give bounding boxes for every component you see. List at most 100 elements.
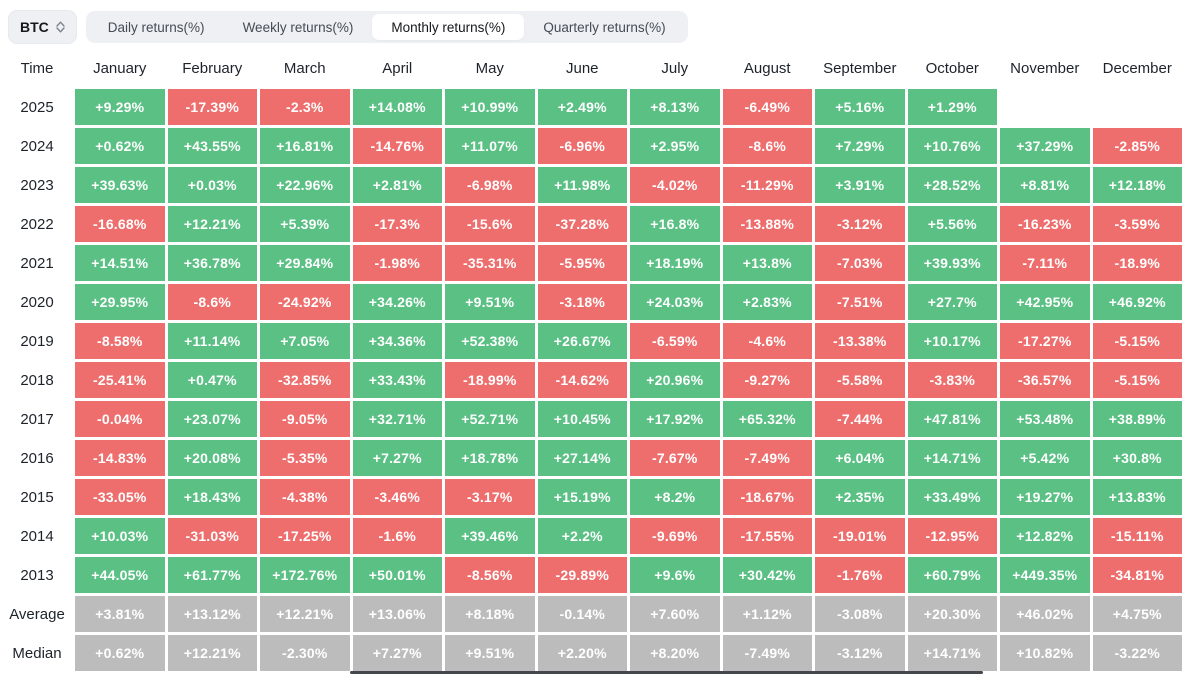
return-cell (1000, 89, 1090, 125)
return-cell: -7.03% (815, 245, 905, 281)
return-cell: -9.27% (722, 362, 812, 398)
return-cell: -12.95% (907, 518, 997, 554)
return-cell: +0.62% (75, 128, 165, 164)
return-cell: -0.14% (537, 596, 627, 632)
return-cell: +26.67% (537, 323, 627, 359)
return-cell: +39.46% (445, 518, 535, 554)
return-cell: +12.18% (1092, 167, 1182, 203)
return-cell: +60.79% (907, 557, 997, 593)
return-cell: -32.85% (260, 362, 350, 398)
return-cell: -13.88% (722, 206, 812, 242)
return-cell: -13.38% (815, 323, 905, 359)
return-cell: +7.27% (352, 440, 442, 476)
return-cell: +11.14% (167, 323, 257, 359)
return-cell: +53.48% (1000, 401, 1090, 437)
return-cell: +13.8% (722, 245, 812, 281)
return-cell: +13.06% (352, 596, 442, 632)
return-cell: +50.01% (352, 557, 442, 593)
return-cell: -7.44% (815, 401, 905, 437)
return-cell: +17.92% (630, 401, 720, 437)
return-cell: -4.02% (630, 167, 720, 203)
return-cell: -1.76% (815, 557, 905, 593)
return-cell: +47.81% (907, 401, 997, 437)
return-cell: +20.96% (630, 362, 720, 398)
return-cell: +12.21% (167, 206, 257, 242)
table-row-2013: 2013 +44.05% +61.77% +172.76% +50.01% -8.56% -… (2, 557, 1182, 593)
tab-weekly-returns[interactable]: Weekly returns(%) (242, 19, 354, 35)
return-cell: -16.68% (75, 206, 165, 242)
updown-chevrons-icon (56, 21, 65, 33)
return-cell: +8.2% (630, 479, 720, 515)
table-row-2021: 2021 +14.51% +36.78% +29.84% -1.98% -35.31% -5… (2, 245, 1182, 281)
tab-daily-returns[interactable]: Daily returns(%) (107, 19, 205, 35)
return-cell: +1.29% (907, 89, 997, 125)
return-cell: -1.98% (352, 245, 442, 281)
tab-monthly-returns[interactable]: Monthly returns(%) (372, 14, 525, 40)
return-cell (1093, 89, 1183, 125)
symbol-select[interactable]: BTC (8, 10, 77, 44)
return-cell: +8.18% (445, 596, 535, 632)
row-label: 2020 (20, 293, 54, 311)
return-cell: +10.17% (907, 323, 997, 359)
return-cell: -17.3% (352, 206, 442, 242)
return-cell: +44.05% (75, 557, 165, 593)
return-cell: +6.04% (815, 440, 905, 476)
row-label: 2018 (20, 371, 54, 389)
return-cell: -3.12% (815, 206, 905, 242)
return-cell: +9.51% (445, 284, 535, 320)
return-cell: +24.03% (630, 284, 720, 320)
return-cell: +5.16% (815, 89, 905, 125)
return-cell: -4.6% (722, 323, 812, 359)
return-cell: +30.42% (722, 557, 812, 593)
return-cell: -15.11% (1092, 518, 1182, 554)
table-row-2019: 2019 -8.58% +11.14% +7.05% +34.36% +52.38% +26… (2, 323, 1182, 359)
return-cell: +449.35% (1000, 557, 1090, 593)
return-cell: -3.12% (815, 635, 905, 671)
return-cell: -18.9% (1092, 245, 1182, 281)
table-row-2014: 2014 +10.03% -31.03% -17.25% -1.6% +39.46% +2.… (2, 518, 1182, 554)
return-cell: +5.56% (907, 206, 997, 242)
return-cell: -18.99% (445, 362, 535, 398)
return-cell: +2.20% (537, 635, 627, 671)
return-cell: +172.76% (260, 557, 350, 593)
table-header-row: Time January February March April May June Jul… (2, 51, 1182, 85)
return-cell: +19.27% (1000, 479, 1090, 515)
return-cell: -7.11% (1000, 245, 1090, 281)
row-label: 2025 (20, 98, 54, 116)
horizontal-scrollbar-thumb[interactable] (350, 671, 983, 674)
return-cell: -3.46% (352, 479, 442, 515)
time-column-header: Time (20, 59, 54, 77)
return-cell: +3.81% (75, 596, 165, 632)
table-row-2022: 2022 -16.68% +12.21% +5.39% -17.3% -15.6% -37.… (2, 206, 1182, 242)
return-cell: -7.49% (722, 635, 812, 671)
return-cell: -8.6% (722, 128, 812, 164)
return-cell: +32.71% (352, 401, 442, 437)
table-row-median: Median +0.62% +12.21% -2.30% +7.27% +9.51% +2.… (2, 635, 1182, 671)
return-cell: -29.89% (537, 557, 627, 593)
return-cell: +20.08% (167, 440, 257, 476)
return-cell: +13.12% (167, 596, 257, 632)
toolbar: BTC Daily returns(%) Weekly returns(%) Mon… (0, 0, 1200, 44)
return-cell: -15.6% (445, 206, 535, 242)
return-cell: -6.49% (722, 89, 812, 125)
return-cell: -5.15% (1092, 323, 1182, 359)
return-cell: -18.67% (722, 479, 812, 515)
table-row-2018: 2018 -25.41% +0.47% -32.85% +33.43% -18.99% -1… (2, 362, 1182, 398)
return-cell: +1.12% (722, 596, 812, 632)
tab-quarterly-returns[interactable]: Quarterly returns(%) (543, 19, 666, 35)
return-cell: +2.81% (352, 167, 442, 203)
return-cell: -14.76% (352, 128, 442, 164)
return-cell: +3.91% (815, 167, 905, 203)
month-header-april: April (382, 59, 413, 77)
return-cell: -4.38% (260, 479, 350, 515)
table-row-average: Average +3.81% +13.12% +12.21% +13.06% +8.18%… (2, 596, 1182, 632)
return-cell: -7.51% (815, 284, 905, 320)
row-label: 2015 (20, 488, 54, 506)
return-cell: +16.8% (630, 206, 720, 242)
month-header-march: March (283, 59, 326, 77)
return-cell: +10.76% (907, 128, 997, 164)
return-cell: -0.04% (75, 401, 165, 437)
return-cell: +11.98% (537, 167, 627, 203)
return-cell: -7.67% (630, 440, 720, 476)
row-label: 2014 (20, 527, 54, 545)
